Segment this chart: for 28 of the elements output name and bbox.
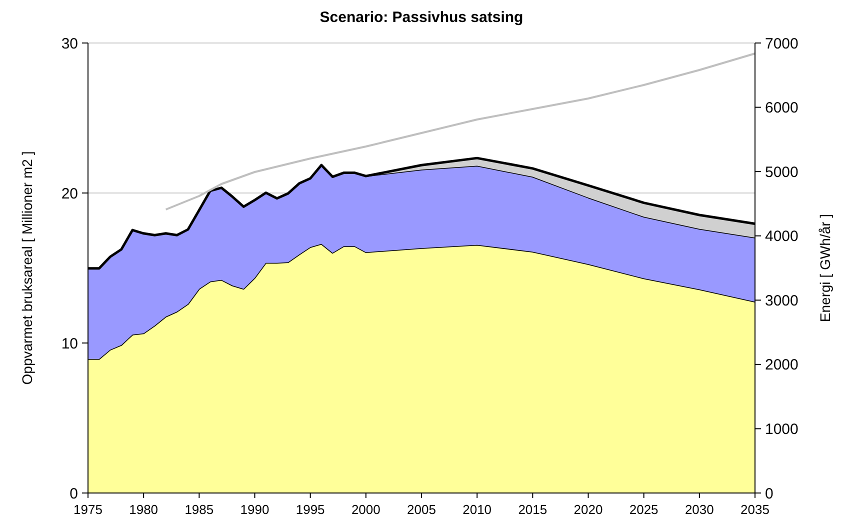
x-tick-label: 2010 xyxy=(462,502,492,517)
y2-axis-title: Energi [ GWh/år ] xyxy=(817,214,833,322)
y-tick-label: 20 xyxy=(61,185,78,202)
x-tick-label: 2000 xyxy=(351,502,380,517)
x-tick-label: 2015 xyxy=(518,502,548,517)
y2-tick-label: 5000 xyxy=(765,164,798,181)
y-tick-label: 10 xyxy=(61,335,78,352)
x-tick-label: 1990 xyxy=(240,502,270,517)
x-tick-label: 2035 xyxy=(740,502,770,517)
y-tick-label: 0 xyxy=(70,485,78,502)
y2-tick-label: 7000 xyxy=(765,35,798,52)
x-tick-label: 1975 xyxy=(74,502,102,517)
y-axis-title: Oppvarmet bruksareal [ Millioner m2 ] xyxy=(19,151,35,385)
y2-tick-label: 0 xyxy=(765,485,774,502)
y2-tick-label: 4000 xyxy=(765,228,798,246)
x-tick-label: 1995 xyxy=(296,502,325,517)
y-tick-label: 30 xyxy=(61,35,78,52)
x-tick-label: 1985 xyxy=(184,502,214,517)
x-tick-label: 2030 xyxy=(684,502,714,517)
x-tick-label: 2020 xyxy=(574,502,603,517)
y2-tick-label: 1000 xyxy=(765,420,798,438)
y2-tick-label: 6000 xyxy=(765,100,798,117)
chart-title: Scenario: Passivhus satsing xyxy=(320,9,524,26)
y2-tick-label: 3000 xyxy=(765,292,798,310)
x-tick-label: 1980 xyxy=(129,502,158,517)
x-tick-label: 2005 xyxy=(407,502,436,517)
x-tick-label: 2025 xyxy=(629,502,658,517)
y2-tick-label: 2000 xyxy=(765,356,798,374)
